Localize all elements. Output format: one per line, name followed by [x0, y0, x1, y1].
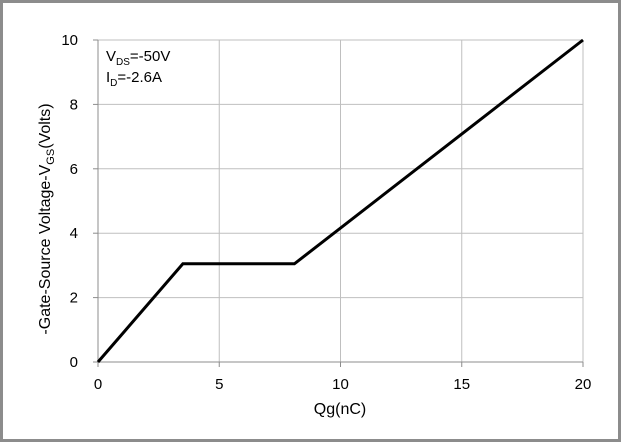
x-tick-label: 20 — [575, 376, 592, 393]
x-tick-label: 5 — [215, 376, 223, 393]
x-tick-label: 15 — [453, 376, 470, 393]
y-tick-label: 2 — [70, 290, 78, 307]
y-axis-label-subscript: GS — [45, 149, 57, 165]
x-tick-label: 10 — [332, 376, 349, 393]
series — [96, 38, 584, 363]
x-tick-label: 0 — [94, 376, 102, 393]
id-annotation: ID=-2.6A — [106, 69, 162, 89]
y-tick-label: 0 — [70, 354, 78, 371]
y-tick-label: 8 — [70, 96, 78, 113]
axes — [93, 39, 584, 367]
y-tick-label: 4 — [70, 225, 78, 242]
y-tick-label: 6 — [70, 161, 78, 178]
tick-labels: 0 5 10 15 20 0 2 4 6 8 10 — [61, 32, 591, 393]
series-line — [96, 38, 584, 363]
y-axis-label-suffix: (Volts) — [37, 103, 54, 148]
x-axis-label: Qg(nC) — [314, 401, 366, 418]
conditions-annotation: VDS=-50V ID=-2.6A — [100, 41, 196, 89]
grid — [98, 39, 584, 362]
y-tick-label: 10 — [61, 32, 78, 49]
y-axis-label: -Gate-Source Voltage-VGS(Volts) — [37, 103, 57, 334]
vds-annotation: VDS=-50V — [106, 48, 170, 68]
y-axis-label-prefix: -Gate-Source Voltage-V — [37, 164, 54, 334]
